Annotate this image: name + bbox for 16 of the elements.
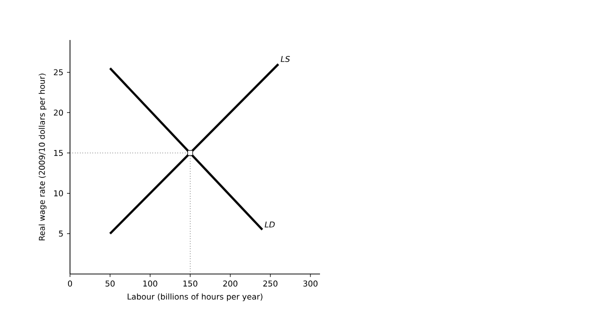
x-tick-label: 300: [303, 280, 318, 287]
y-tick-label: 25: [54, 69, 63, 76]
x-tick-label: 100: [143, 280, 158, 287]
x-tick-label: 200: [223, 280, 238, 287]
y-tick-label: 15: [54, 150, 63, 156]
y-tick-label: 10: [54, 190, 63, 196]
y-axis-title: Real wage rate (2009/10 dollars per hour): [38, 74, 46, 240]
y-tick-label: 20: [54, 110, 63, 116]
x-tick-label: 0: [68, 280, 72, 287]
x-tick-label: 150: [183, 280, 198, 287]
x-tick-label: 250: [263, 280, 278, 287]
x-axis-title: Labour (billions of hours per year): [128, 293, 262, 302]
y-tick-label: 5: [59, 230, 63, 237]
x-tick-label: 50: [106, 280, 115, 287]
series-label: LD: [264, 222, 275, 228]
series-label: LS: [280, 56, 290, 62]
